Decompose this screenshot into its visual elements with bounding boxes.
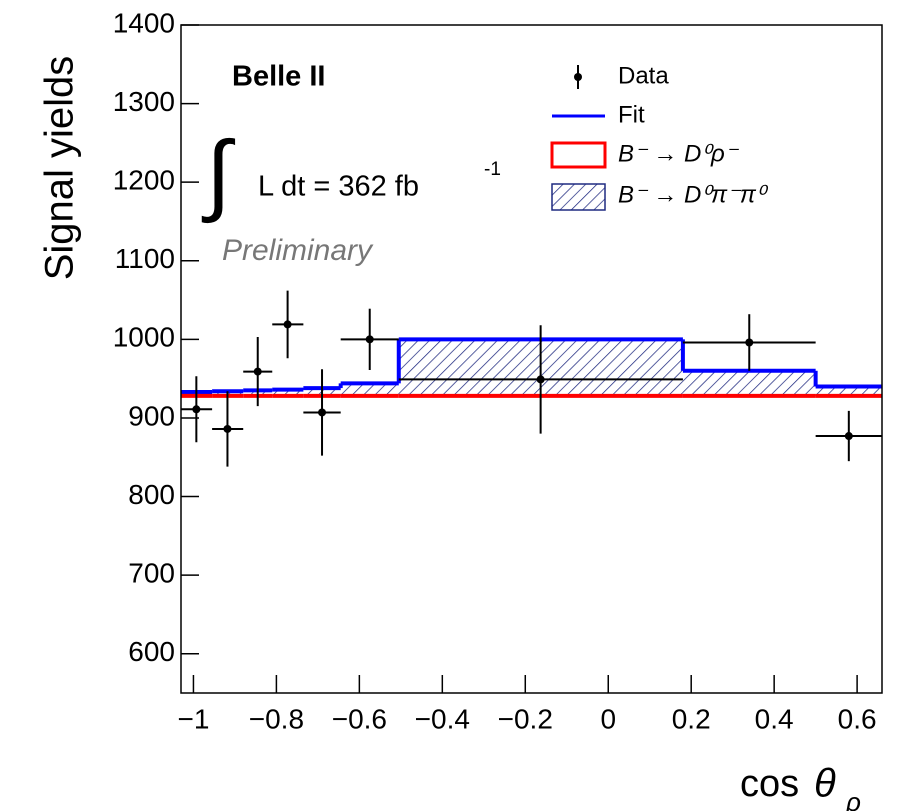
integral-sign: ∫ bbox=[201, 124, 235, 224]
data-point bbox=[745, 338, 754, 347]
x-tick-label: 0.2 bbox=[672, 703, 711, 734]
data-point bbox=[844, 432, 853, 441]
y-tick-label: 700 bbox=[128, 558, 175, 589]
hatched-bin bbox=[682, 370, 816, 396]
hatched-bin bbox=[340, 383, 399, 396]
hatched-bin bbox=[815, 386, 882, 396]
x-axis-symbol: θ bbox=[814, 762, 836, 806]
experiment-label: Belle II bbox=[232, 61, 326, 93]
y-tick-label: 1100 bbox=[115, 243, 175, 274]
data-point bbox=[192, 405, 201, 414]
data-point bbox=[536, 375, 545, 384]
data-point bbox=[318, 408, 327, 417]
x-tick-label: 0.6 bbox=[838, 703, 877, 734]
y-tick-label: 1400 bbox=[113, 7, 175, 38]
x-tick-label: −0.8 bbox=[249, 703, 304, 734]
lumi-label: L dt = 362 fb bbox=[258, 171, 419, 203]
x-tick-label: −0.6 bbox=[332, 703, 387, 734]
x-tick-label: 0 bbox=[600, 703, 616, 734]
legend-label: Fit bbox=[618, 101, 645, 128]
legend-label: Data bbox=[618, 62, 669, 89]
y-tick-label: 900 bbox=[128, 400, 175, 431]
hatched-bin bbox=[272, 389, 304, 396]
data-point bbox=[253, 367, 262, 376]
y-tick-label: 1200 bbox=[113, 165, 175, 196]
plot-frame bbox=[180, 24, 883, 694]
legend-marker bbox=[574, 73, 582, 81]
x-axis-label: cos bbox=[740, 763, 799, 805]
legend-swatch bbox=[551, 183, 606, 211]
legend-swatch bbox=[550, 141, 607, 169]
y-tick-label: 800 bbox=[128, 479, 175, 510]
y-tick-label: 600 bbox=[128, 636, 175, 667]
y-axis-label: Signal yields bbox=[38, 56, 82, 281]
x-axis-subscript: ρ bbox=[845, 787, 861, 811]
x-tick-label: −0.2 bbox=[498, 703, 553, 734]
data-point bbox=[283, 320, 292, 329]
legend-label: B⁻ → D⁰π⁻π⁰ bbox=[618, 181, 769, 208]
lumi-exponent: -1 bbox=[484, 159, 501, 180]
status-label: Preliminary bbox=[222, 234, 374, 267]
x-tick-label: −1 bbox=[177, 703, 209, 734]
y-tick-label: 1000 bbox=[113, 322, 175, 353]
y-tick-label: 1300 bbox=[113, 86, 175, 117]
x-tick-label: 0.4 bbox=[755, 703, 794, 734]
data-point bbox=[365, 335, 374, 344]
legend-label: B⁻ → D⁰ρ⁻ bbox=[618, 140, 740, 167]
x-tick-label: −0.4 bbox=[415, 703, 470, 734]
data-point bbox=[223, 424, 232, 433]
